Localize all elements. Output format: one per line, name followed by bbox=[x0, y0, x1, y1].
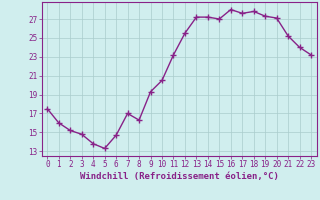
X-axis label: Windchill (Refroidissement éolien,°C): Windchill (Refroidissement éolien,°C) bbox=[80, 172, 279, 181]
